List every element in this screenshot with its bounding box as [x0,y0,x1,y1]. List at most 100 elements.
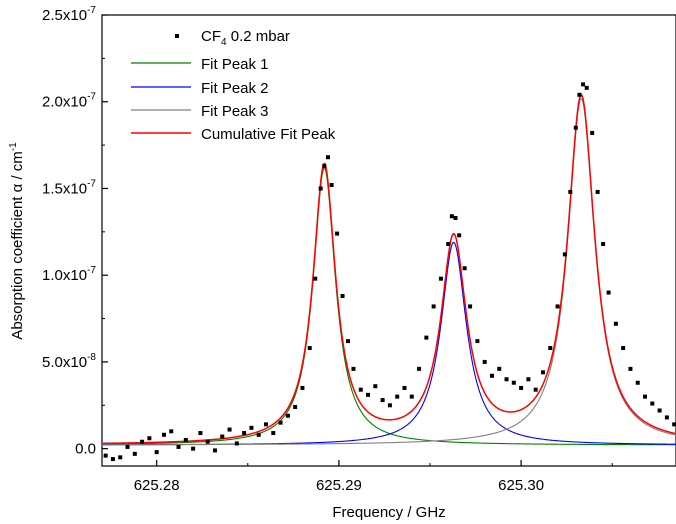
data-point [256,432,261,437]
data-point [191,446,196,451]
data-point [424,335,429,340]
data-point [568,189,573,194]
data-point [657,408,662,413]
y-axis-title-sup: -1 [8,142,19,151]
y-tick-label: 2.0x10-7 [42,92,96,111]
data-point [643,394,648,399]
data-point [489,373,494,378]
data-point [329,182,334,187]
y-axis-title-prefix: Absorption coefficient [9,192,26,339]
data-point [446,241,451,246]
y-axis-title-suffix: / cm [9,151,26,184]
data-point [340,294,345,299]
data-point [606,290,611,295]
data-point [664,415,669,420]
data-point [358,387,363,392]
y-tick-label: 1.0x10-7 [42,265,96,284]
data-point [590,130,595,135]
data-point [577,92,582,97]
data-point [285,413,290,418]
data-point [635,380,640,385]
data-point [555,304,560,309]
data-point [278,420,283,425]
data-point [548,346,553,351]
data-point [497,366,502,371]
data-point [601,241,606,246]
data-point [161,432,166,437]
data-point [346,339,350,344]
data-point [366,392,371,397]
data-point [335,231,340,236]
data-point [519,385,524,390]
data-point [613,321,618,326]
data-point [322,163,327,168]
fit-curves [101,94,676,446]
legend-label-fit-peak-2: Fit Peak 2 [201,80,269,97]
y-tick-label: 2.5x10-7 [42,5,96,24]
data-point [482,359,487,364]
data-point [147,436,152,441]
data-point [176,444,181,449]
data-point [457,233,462,238]
data-point [183,437,188,442]
data-point [475,339,480,344]
fit-peak-3-curve [102,98,676,446]
legend-data-sub: 4 [221,37,227,48]
y-tick-label: 5.0x10-8 [42,352,96,371]
x-axis: 625.28 625.29 625.30 [134,460,613,494]
x-tick-label: 625.30 [498,477,544,494]
data-point [198,431,203,436]
data-point [227,427,232,432]
data-point [431,304,436,309]
data-point [205,439,210,444]
data-point [462,266,467,271]
x-axis-title: Frequency / GHz [332,504,445,521]
data-point [650,401,655,406]
data-point [573,125,578,130]
x-tick-label: 625.28 [134,477,180,494]
data-point [110,457,115,462]
data-point [140,439,145,444]
data-point [621,346,626,351]
data-point [373,384,378,389]
data-point [402,385,407,390]
data-point [220,434,225,439]
plot-frame [101,14,676,467]
y-axis-title-symbol: α [9,183,26,192]
y-tick-label: 1.5x10-7 [42,178,96,197]
data-point [504,377,509,382]
data-point [380,398,385,403]
data-point [449,214,454,219]
data-point [511,380,516,385]
legend: CF4 0.2 mbar Fit Peak 1 Fit Peak 2 Fit P… [131,28,336,143]
legend-label-cumulative-fit-peak: Cumulative Fit Peak [201,126,336,143]
legend-label-data: CF4 0.2 mbar [201,28,290,48]
data-point [468,304,473,309]
data-point [409,394,414,399]
data-point [325,155,330,160]
y-axis-title: Absorption coefficient α / cm-1 [8,142,26,340]
fit-peak-2-curve [102,241,676,446]
data-point [118,455,123,460]
data-point [212,448,217,453]
y-tick-label: 0.0 [75,441,96,458]
x-tick-label: 625.29 [316,477,362,494]
cumulative-fit-curve [101,94,676,445]
data-point [103,453,108,458]
y-axis: 0.0 5.0x10-8 1.0x10-7 1.5x10-7 2.0x10-7 2.5x1… [42,5,108,458]
fit-peak-1-curve [101,167,676,446]
data-point [293,405,298,410]
data-point [540,370,545,375]
data-point [438,276,443,281]
data-points [103,82,676,462]
data-point [234,441,239,446]
data-point [453,215,458,220]
legend-marker-data [175,34,179,38]
data-point [533,387,538,392]
data-point [318,186,323,191]
legend-data-main: CF [201,28,221,45]
data-point [351,366,356,371]
data-point [584,85,589,90]
data-point [672,422,676,427]
